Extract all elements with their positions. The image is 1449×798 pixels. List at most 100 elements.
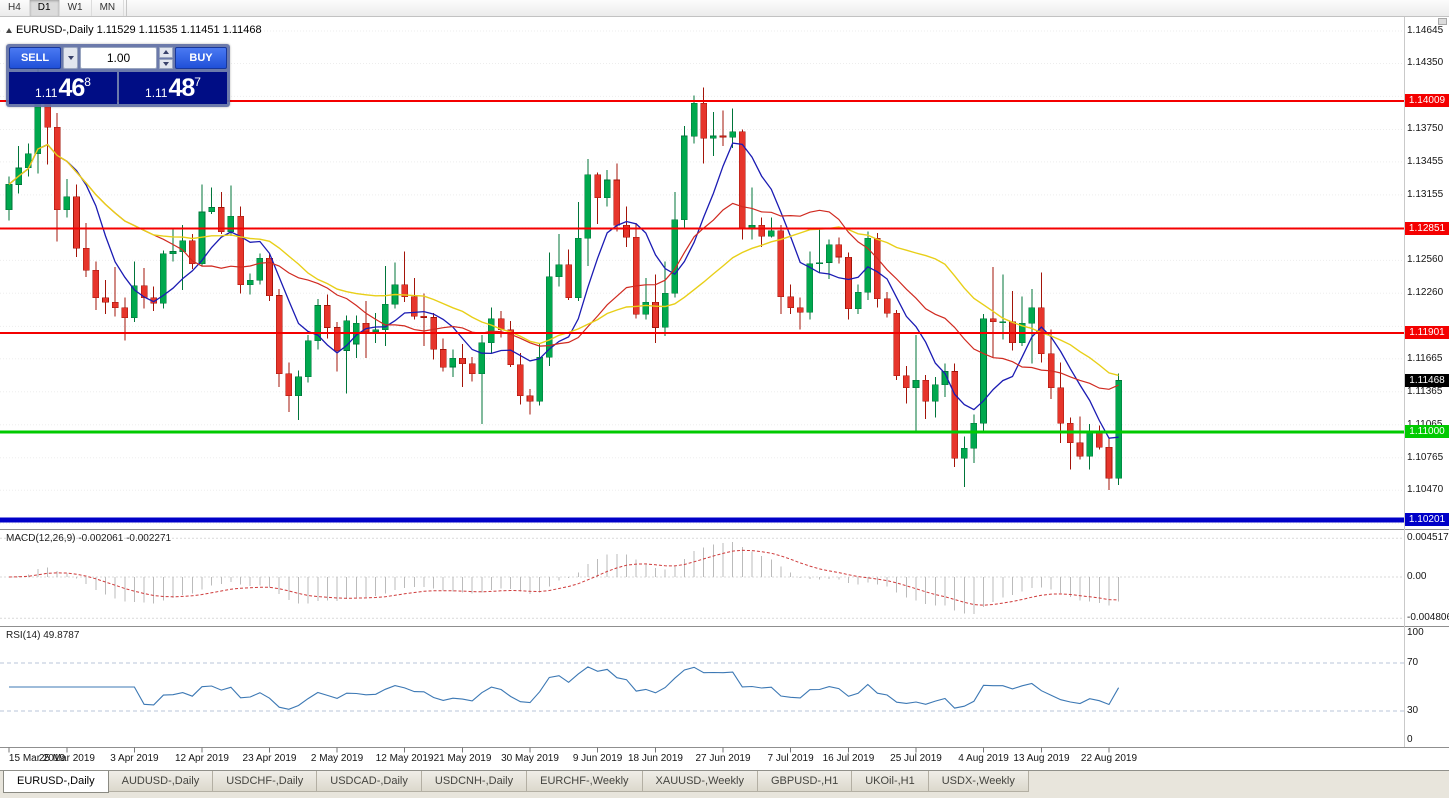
price-level-badge: 1.11901 bbox=[1405, 326, 1449, 340]
buy-button[interactable]: BUY bbox=[175, 47, 227, 69]
timeframe-button-d1[interactable]: D1 bbox=[29, 0, 60, 16]
chart-tab-audusd-daily[interactable]: AUDUSD-,Daily bbox=[108, 771, 214, 792]
date-ticks bbox=[8, 747, 1110, 753]
volume-spin-up-button[interactable] bbox=[159, 47, 173, 58]
macd-scale-label: 0.00 bbox=[1407, 571, 1427, 582]
date-axis-label: 23 Apr 2019 bbox=[242, 753, 297, 764]
chart-tab-eurchf-weekly[interactable]: EURCHF-,Weekly bbox=[527, 771, 643, 792]
date-axis-label: 18 Jun 2019 bbox=[627, 753, 683, 764]
chart-title-symbol: EURUSD-,Daily bbox=[16, 24, 94, 36]
rsi-scale-label: 70 bbox=[1407, 657, 1419, 668]
price-axis-label: 1.12260 bbox=[1407, 287, 1444, 299]
timeframe-button-w1[interactable]: W1 bbox=[60, 0, 92, 16]
price-axis-label: 1.10765 bbox=[1407, 451, 1444, 463]
chart-marker-icon bbox=[6, 28, 12, 33]
date-axis-label: 22 Aug 2019 bbox=[1080, 753, 1138, 764]
chart-tab-ukoil-h1[interactable]: UKOil-,H1 bbox=[852, 771, 929, 792]
sell-price-display[interactable]: 1.11 46 8 bbox=[9, 72, 117, 104]
toolbar-divider bbox=[126, 0, 128, 16]
date-axis-label: 13 Aug 2019 bbox=[1013, 753, 1070, 764]
price-axis-label: 1.14350 bbox=[1407, 57, 1444, 69]
price-axis-label: 1.11065 bbox=[1407, 418, 1443, 430]
current-price-badge: 1.11468 bbox=[1405, 373, 1449, 387]
price-axis-label: 1.10470 bbox=[1407, 484, 1444, 496]
price-level-badge: 1.10201 bbox=[1405, 513, 1449, 527]
price-level-badge: 1.11000 bbox=[1405, 425, 1449, 439]
sell-price-head: 1.11 bbox=[35, 86, 58, 100]
sell-price-pip: 8 bbox=[84, 75, 91, 89]
date-axis-label: 30 May 2019 bbox=[501, 753, 559, 764]
price-axis-label: 1.12560 bbox=[1407, 254, 1444, 266]
price-chart-canvas[interactable] bbox=[0, 17, 1449, 770]
chevron-down-icon bbox=[163, 61, 169, 66]
macd-histogram bbox=[18, 541, 1120, 614]
scrollbar-stub[interactable] bbox=[1438, 18, 1447, 25]
price-axis-label: 1.13155 bbox=[1407, 188, 1444, 200]
volume-dropdown-button[interactable] bbox=[63, 47, 78, 69]
volume-spinner bbox=[159, 47, 173, 69]
price-gridlines bbox=[0, 30, 1404, 524]
price-axis-label: 1.13455 bbox=[1407, 155, 1444, 167]
chart-tab-xauusd-weekly[interactable]: XAUUSD-,Weekly bbox=[642, 771, 758, 792]
date-axis-label: 12 May 2019 bbox=[375, 753, 434, 764]
rsi-scale-label: 30 bbox=[1407, 705, 1419, 716]
chart-tab-usdcnh-daily[interactable]: USDCNH-,Daily bbox=[421, 771, 528, 792]
chevron-up-icon bbox=[163, 50, 169, 55]
timeframe-toolbar: H4 D1 W1 MN bbox=[0, 0, 1449, 17]
rsi-scale-label: 0 bbox=[1407, 734, 1413, 745]
rsi-label: RSI(14) 49.8787 bbox=[6, 630, 80, 641]
buy-price-display[interactable]: 1.11 48 7 bbox=[119, 72, 227, 104]
macd-scale-label: -0.004806 bbox=[1407, 612, 1449, 624]
timeframe-button-mn[interactable]: MN bbox=[92, 0, 125, 16]
timeframe-button-h4[interactable]: H4 bbox=[0, 0, 30, 16]
price-level-badge: 1.12851 bbox=[1405, 221, 1449, 235]
trade-panel-controls: SELL BUY bbox=[9, 47, 227, 69]
ma-7-line bbox=[8, 142, 1119, 439]
panel-separators bbox=[0, 17, 1449, 749]
price-level-badge: 1.14009 bbox=[1405, 94, 1449, 108]
date-axis-label: 12 Apr 2019 bbox=[175, 753, 229, 764]
chart-region[interactable]: EURUSD-,Daily 1.11529 1.11535 1.11451 1.1… bbox=[0, 17, 1449, 770]
trade-panel-prices: 1.11 46 8 1.11 48 7 bbox=[9, 72, 227, 104]
chart-tab-bar: EURUSD-,Daily AUDUSD-,Daily USDCHF-,Daily U… bbox=[0, 770, 1449, 798]
rsi-scale-label: 100 bbox=[1407, 627, 1424, 638]
buy-price-head: 1.11 bbox=[145, 86, 168, 100]
date-axis-label: 25 Mar 2019 bbox=[38, 753, 95, 764]
sell-button[interactable]: SELL bbox=[9, 47, 61, 69]
chart-tab-usdcad-daily[interactable]: USDCAD-,Daily bbox=[317, 771, 422, 792]
date-axis-label: 3 Apr 2019 bbox=[110, 753, 159, 764]
price-axis-label: 1.11365 bbox=[1407, 385, 1443, 397]
chart-tab-gbpusd-h1[interactable]: GBPUSD-,H1 bbox=[757, 771, 853, 792]
date-axis-label: 4 Aug 2019 bbox=[958, 753, 1009, 764]
buy-price-pip: 7 bbox=[194, 75, 201, 89]
rsi-line bbox=[9, 666, 1120, 710]
chart-tab-usdchf-daily[interactable]: USDCHF-,Daily bbox=[213, 771, 318, 792]
volume-spin-down-button[interactable] bbox=[159, 58, 173, 69]
price-axis-label: 1.14645 bbox=[1407, 25, 1444, 36]
chart-title-quotes: 1.11529 1.11535 1.11451 1.11468 bbox=[96, 24, 262, 36]
macd-gridlines bbox=[0, 537, 1404, 619]
macd-signal-line bbox=[8, 549, 1119, 606]
chart-tab-eurusd-daily[interactable]: EURUSD-,Daily bbox=[3, 771, 109, 793]
date-axis-label: 15 Mar 2019 bbox=[8, 753, 66, 764]
date-axis-label: 16 Jul 2019 bbox=[822, 753, 875, 764]
chart-tab-usdx-weekly[interactable]: USDX-,Weekly bbox=[928, 771, 1029, 792]
date-axis-label: 7 Jul 2019 bbox=[767, 753, 814, 764]
date-axis-label: 25 Jul 2019 bbox=[890, 753, 942, 764]
chevron-down-icon bbox=[67, 56, 74, 60]
price-axis-label: 1.11665 bbox=[1407, 352, 1443, 364]
volume-input[interactable] bbox=[80, 47, 157, 69]
ma-16-line bbox=[8, 143, 1119, 390]
sell-price-big: 46 bbox=[58, 74, 85, 102]
date-axis-label: 2 May 2019 bbox=[310, 753, 364, 764]
macd-label: MACD(12,26,9) -0.002061 -0.002271 bbox=[6, 533, 172, 544]
ma-28-line bbox=[8, 143, 1119, 377]
chart-title: EURUSD-,Daily 1.11529 1.11535 1.11451 1.1… bbox=[6, 24, 265, 36]
rsi-gridlines bbox=[0, 662, 1404, 712]
macd-scale-label: 0.004517 bbox=[1407, 532, 1449, 544]
buy-price-big: 48 bbox=[168, 74, 195, 102]
date-axis-label: 27 Jun 2019 bbox=[695, 753, 751, 764]
price-axis-label: 1.13750 bbox=[1407, 123, 1444, 135]
